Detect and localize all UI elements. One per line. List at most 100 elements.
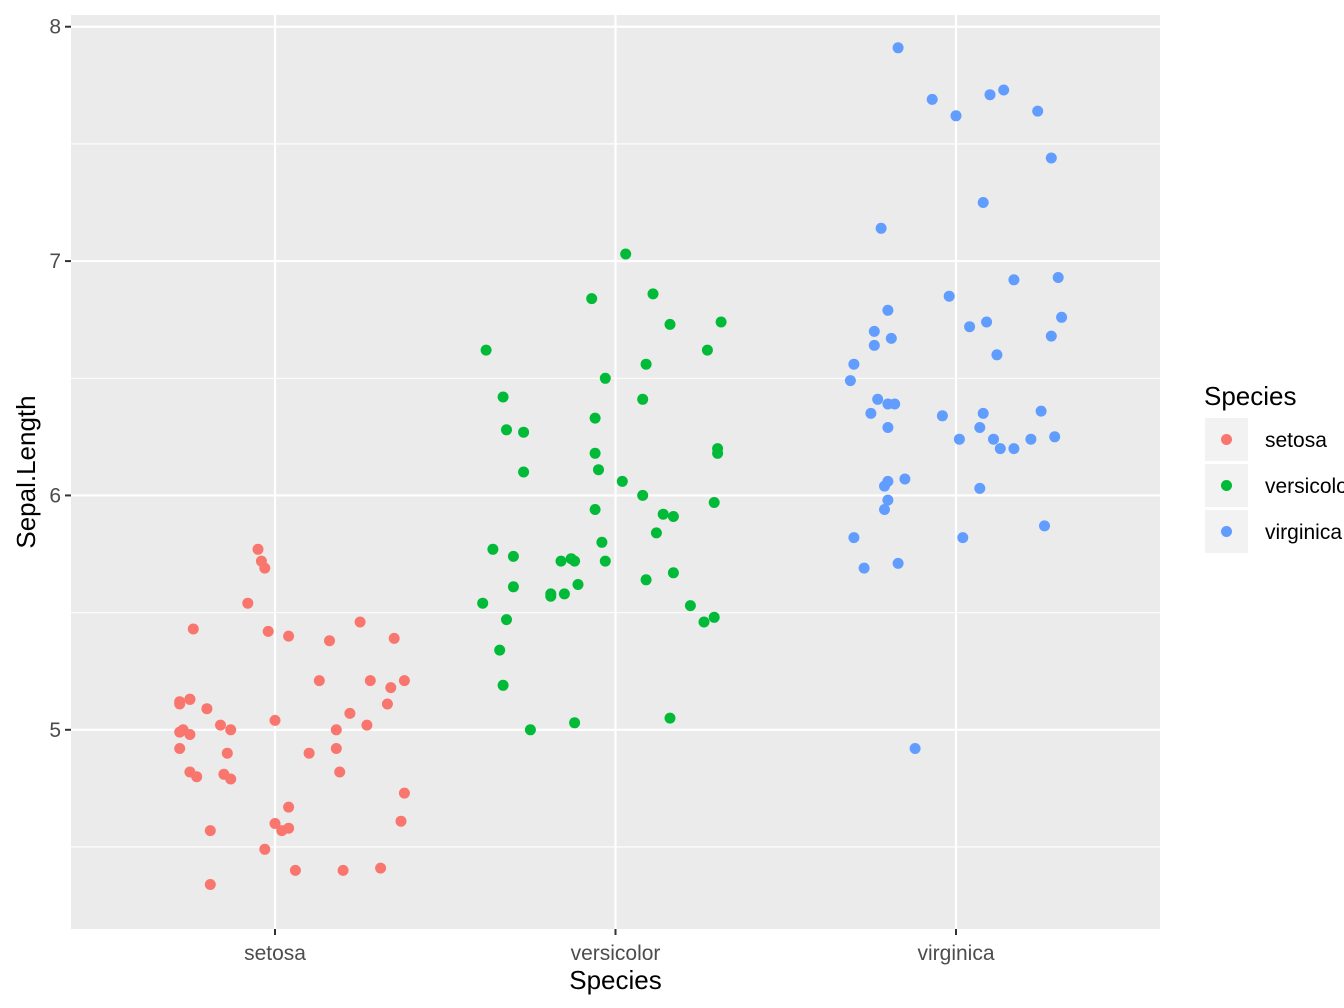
data-point-versicolor	[497, 391, 509, 403]
data-point-virginica	[858, 562, 870, 574]
legend-label-virginica: virginica	[1265, 521, 1342, 544]
data-point-setosa	[289, 864, 301, 876]
data-point-versicolor	[698, 616, 710, 628]
data-point-virginica	[974, 422, 986, 433]
data-point-virginica	[882, 475, 894, 487]
data-point-virginica	[974, 482, 986, 494]
data-point-setosa	[259, 562, 271, 574]
data-point-virginica	[953, 433, 965, 445]
data-point-versicolor	[650, 527, 662, 539]
data-point-setosa	[174, 743, 186, 754]
data-point-versicolor	[497, 679, 509, 691]
data-point-setosa	[259, 843, 271, 855]
data-point-versicolor	[596, 536, 608, 548]
y-tick-label: 7	[49, 250, 61, 273]
y-axis: 5 6 7 8	[49, 16, 71, 742]
data-point-setosa	[388, 632, 400, 644]
data-point-virginica	[1035, 405, 1047, 417]
data-point-virginica	[1052, 272, 1064, 283]
y-tick-label: 8	[49, 16, 61, 39]
data-point-setosa	[252, 543, 264, 555]
data-point-setosa	[361, 719, 373, 731]
data-point-virginica	[889, 398, 901, 410]
data-point-setosa	[221, 747, 233, 759]
data-point-versicolor	[684, 600, 696, 612]
data-point-virginica	[957, 532, 969, 544]
data-point-versicolor	[667, 567, 679, 579]
legend-dot-setosa	[1221, 434, 1232, 445]
data-point-setosa	[395, 815, 407, 827]
data-point-versicolor	[589, 504, 601, 515]
data-point-versicolor	[647, 288, 659, 300]
data-point-versicolor	[569, 717, 581, 729]
data-point-setosa	[398, 787, 410, 799]
data-point-virginica	[1045, 152, 1057, 164]
data-point-setosa	[324, 635, 335, 647]
legend-title: Species	[1204, 381, 1297, 411]
data-point-virginica	[950, 110, 962, 122]
data-point-virginica	[885, 332, 897, 344]
data-point-versicolor	[518, 466, 530, 478]
data-point-setosa	[204, 825, 216, 837]
data-point-versicolor	[712, 447, 724, 459]
data-point-setosa	[354, 616, 366, 628]
data-point-setosa	[174, 696, 186, 708]
data-point-virginica	[1039, 520, 1050, 532]
data-point-versicolor	[708, 497, 720, 508]
data-point-virginica	[882, 304, 894, 316]
data-point-virginica	[981, 316, 993, 328]
data-point-virginica	[943, 290, 955, 302]
data-point-setosa	[204, 879, 216, 890]
x-tick-label: setosa	[244, 942, 306, 965]
legend-label-versicolor: versicolor	[1265, 475, 1344, 498]
y-tick-label: 6	[49, 484, 61, 507]
data-point-versicolor	[572, 579, 584, 590]
data-point-setosa	[344, 707, 356, 719]
data-point-virginica	[977, 407, 989, 419]
data-point-setosa	[337, 864, 349, 876]
data-point-setosa	[218, 768, 230, 780]
data-point-setosa	[225, 724, 237, 736]
data-point-setosa	[201, 703, 213, 715]
data-point-virginica	[994, 443, 1006, 455]
data-point-versicolor	[558, 588, 570, 600]
data-point-versicolor	[664, 712, 676, 724]
data-point-setosa	[269, 818, 281, 829]
data-point-setosa	[262, 625, 274, 637]
data-point-virginica	[848, 358, 860, 370]
x-tick-label: versicolor	[571, 942, 661, 965]
data-point-setosa	[334, 766, 346, 778]
data-point-virginica	[984, 89, 996, 101]
data-point-virginica	[977, 197, 989, 208]
data-point-virginica	[875, 222, 887, 234]
data-point-versicolor	[708, 611, 720, 623]
data-point-virginica	[882, 494, 894, 506]
data-point-versicolor	[657, 508, 669, 520]
data-point-setosa	[242, 597, 254, 609]
data-point-setosa	[215, 719, 226, 731]
data-point-versicolor	[667, 511, 679, 522]
data-point-virginica	[998, 84, 1010, 96]
data-point-setosa	[385, 682, 397, 694]
data-point-versicolor	[555, 555, 567, 567]
data-point-versicolor	[620, 248, 632, 260]
data-point-setosa	[364, 675, 376, 687]
data-point-virginica	[879, 504, 890, 515]
data-point-virginica	[899, 473, 911, 485]
data-point-versicolor	[589, 447, 601, 459]
data-point-versicolor	[477, 597, 489, 609]
data-point-versicolor	[715, 316, 727, 328]
legend-entries: setosa versicolor virginica	[1205, 418, 1344, 553]
data-point-setosa	[313, 675, 325, 687]
data-point-versicolor	[589, 412, 601, 424]
data-point-setosa	[191, 771, 203, 783]
data-points	[174, 42, 1068, 890]
data-point-versicolor	[640, 358, 652, 370]
data-point-virginica	[882, 422, 894, 433]
data-point-versicolor	[507, 550, 519, 562]
data-point-versicolor	[569, 555, 581, 567]
data-point-versicolor	[501, 424, 512, 436]
grid-lines	[71, 15, 1160, 929]
data-point-setosa	[283, 801, 295, 813]
